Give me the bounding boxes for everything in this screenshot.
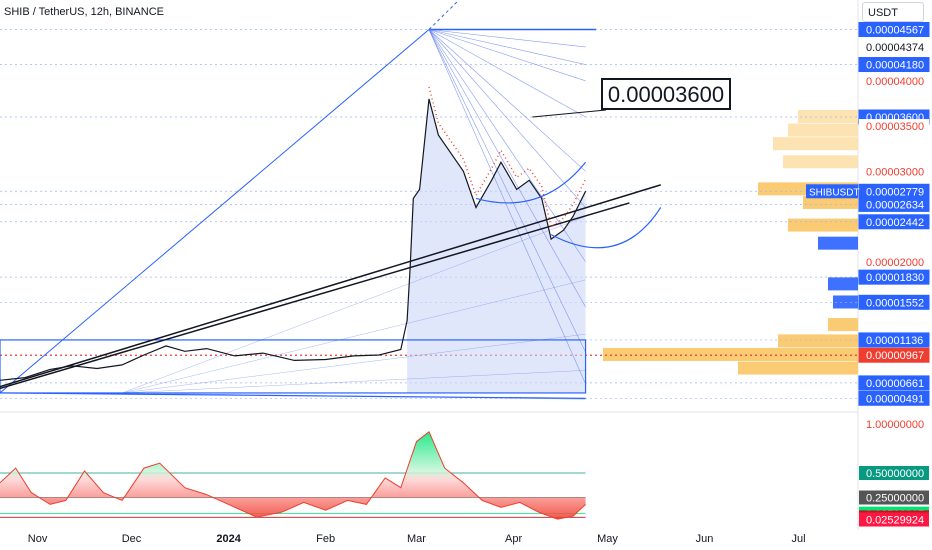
lower-fan-line-4 [122, 216, 586, 394]
price-label-8: 0.00002634 [866, 199, 924, 211]
symbol-tag-bg [806, 184, 858, 199]
x-tick-8: Jul [791, 533, 805, 545]
symbol-title: SHIB / TetherUS, 12h, BINANCE [4, 6, 164, 18]
price-label-14: 0.00000967 [866, 350, 924, 362]
price-label-0: 0.00004567 [866, 25, 924, 37]
volume-profile-bar-10 [828, 318, 858, 332]
osc-label-0: 1.00000000 [866, 419, 924, 431]
volume-profile-bar-5 [803, 195, 858, 209]
x-tick-6: May [597, 533, 618, 545]
diagonal-to-apex [0, 29, 430, 394]
osc-label-5: 0.02529924 [866, 515, 924, 527]
osc-label-bg-5 [859, 512, 929, 527]
x-tick-0: Nov [28, 533, 48, 545]
price-label-bg-9 [858, 214, 930, 230]
price-label-bg-10 [859, 254, 929, 269]
fan-line-3 [428, 29, 586, 118]
price-label-bg-15 [858, 375, 930, 391]
osc-label-bg-2 [859, 490, 929, 505]
price-label-16: 0.00000491 [866, 393, 924, 405]
currency-selector[interactable]: USDT [862, 2, 924, 22]
price-label-bg-2 [858, 57, 930, 73]
volume-profile-bar-3 [783, 155, 858, 169]
volume-profile-bar-8 [828, 277, 858, 291]
price-label-1: 0.00004374 [866, 42, 924, 54]
price-label-bg-12 [858, 294, 930, 310]
fan-line-4 [428, 29, 586, 172]
fan-line-8 [428, 29, 586, 353]
diagonal-extension [428, 0, 460, 30]
volume-profile-bar-7 [818, 236, 858, 250]
osc-label-bg-1 [859, 466, 929, 480]
price-label-15: 0.00000661 [866, 378, 924, 390]
price-label-10: 0.00002000 [866, 257, 924, 269]
price-label-9: 0.00002442 [866, 217, 924, 229]
volume-profile-bar-2 [773, 137, 858, 151]
volume-profile-bar-13 [738, 361, 858, 375]
callout-pointer [532, 109, 607, 118]
bottom-line [0, 392, 586, 399]
price-label-bg-13 [858, 332, 930, 348]
consolidation-box [0, 339, 587, 394]
x-tick-7: Jun [696, 533, 714, 545]
price-label-bg-3 [859, 73, 929, 88]
price-label-bg-1 [859, 39, 929, 54]
x-tick-3: Feb [316, 533, 335, 545]
volume-profile-bar-0 [798, 110, 858, 123]
target-callout: 0.00003600 [601, 78, 731, 110]
price-label-7: 0.00002779 [866, 186, 924, 198]
fan-line-1 [428, 29, 586, 65]
projection-arc [550, 207, 662, 249]
volume-profile-bar-11 [778, 334, 858, 348]
price-label-bg-5 [859, 119, 929, 134]
symbol-tag: SHIBUSDT [809, 187, 860, 198]
trend-line-2 [0, 202, 630, 390]
x-tick-5: Apr [505, 533, 522, 545]
fan-line-2 [428, 29, 586, 82]
price-label-bg-6 [859, 164, 929, 179]
lower-fan-line-2 [122, 333, 586, 394]
price-label-5: 0.00003500 [866, 121, 924, 133]
fan-line-0 [428, 29, 586, 48]
volume-profile-bar-1 [788, 123, 858, 137]
price-label-bg-14 [858, 347, 930, 363]
price-label-12: 0.00001552 [866, 297, 924, 309]
price-area-shade [407, 98, 586, 393]
price-label-bg-11 [858, 269, 930, 285]
price-label-2: 0.00004180 [866, 60, 924, 72]
volume-profile-bar-12 [603, 347, 858, 361]
price-label-bg-16 [858, 390, 930, 406]
oscillator-area [0, 431, 586, 520]
price-label-3: 0.00004000 [866, 76, 924, 88]
osc-label-2: 0.25000000 [866, 493, 924, 505]
price-label-bg-8 [858, 196, 930, 212]
fan-line-9 [428, 29, 586, 385]
price-label-11: 0.00001830 [866, 272, 924, 284]
volume-profile-bar-6 [788, 218, 858, 232]
fan-line-5 [428, 29, 586, 208]
price-label-6: 0.00003000 [866, 166, 924, 178]
oscillator-line [0, 431, 586, 520]
lower-fan-line-1 [122, 370, 586, 394]
osc-label-bg-0 [859, 417, 929, 431]
lower-fan-line-3 [122, 279, 586, 394]
price-line [0, 98, 587, 381]
osc-label-1: 0.50000000 [866, 468, 924, 480]
trend-line-1 [0, 184, 661, 388]
x-tick-1: Dec [122, 533, 142, 545]
x-tick-4: Mar [407, 533, 426, 545]
fan-line-7 [428, 29, 586, 308]
price-label-bg-0 [858, 22, 930, 38]
price-label-13: 0.00001136 [866, 335, 923, 347]
x-tick-2: 2024 [216, 533, 241, 545]
upper-arc [475, 161, 587, 204]
